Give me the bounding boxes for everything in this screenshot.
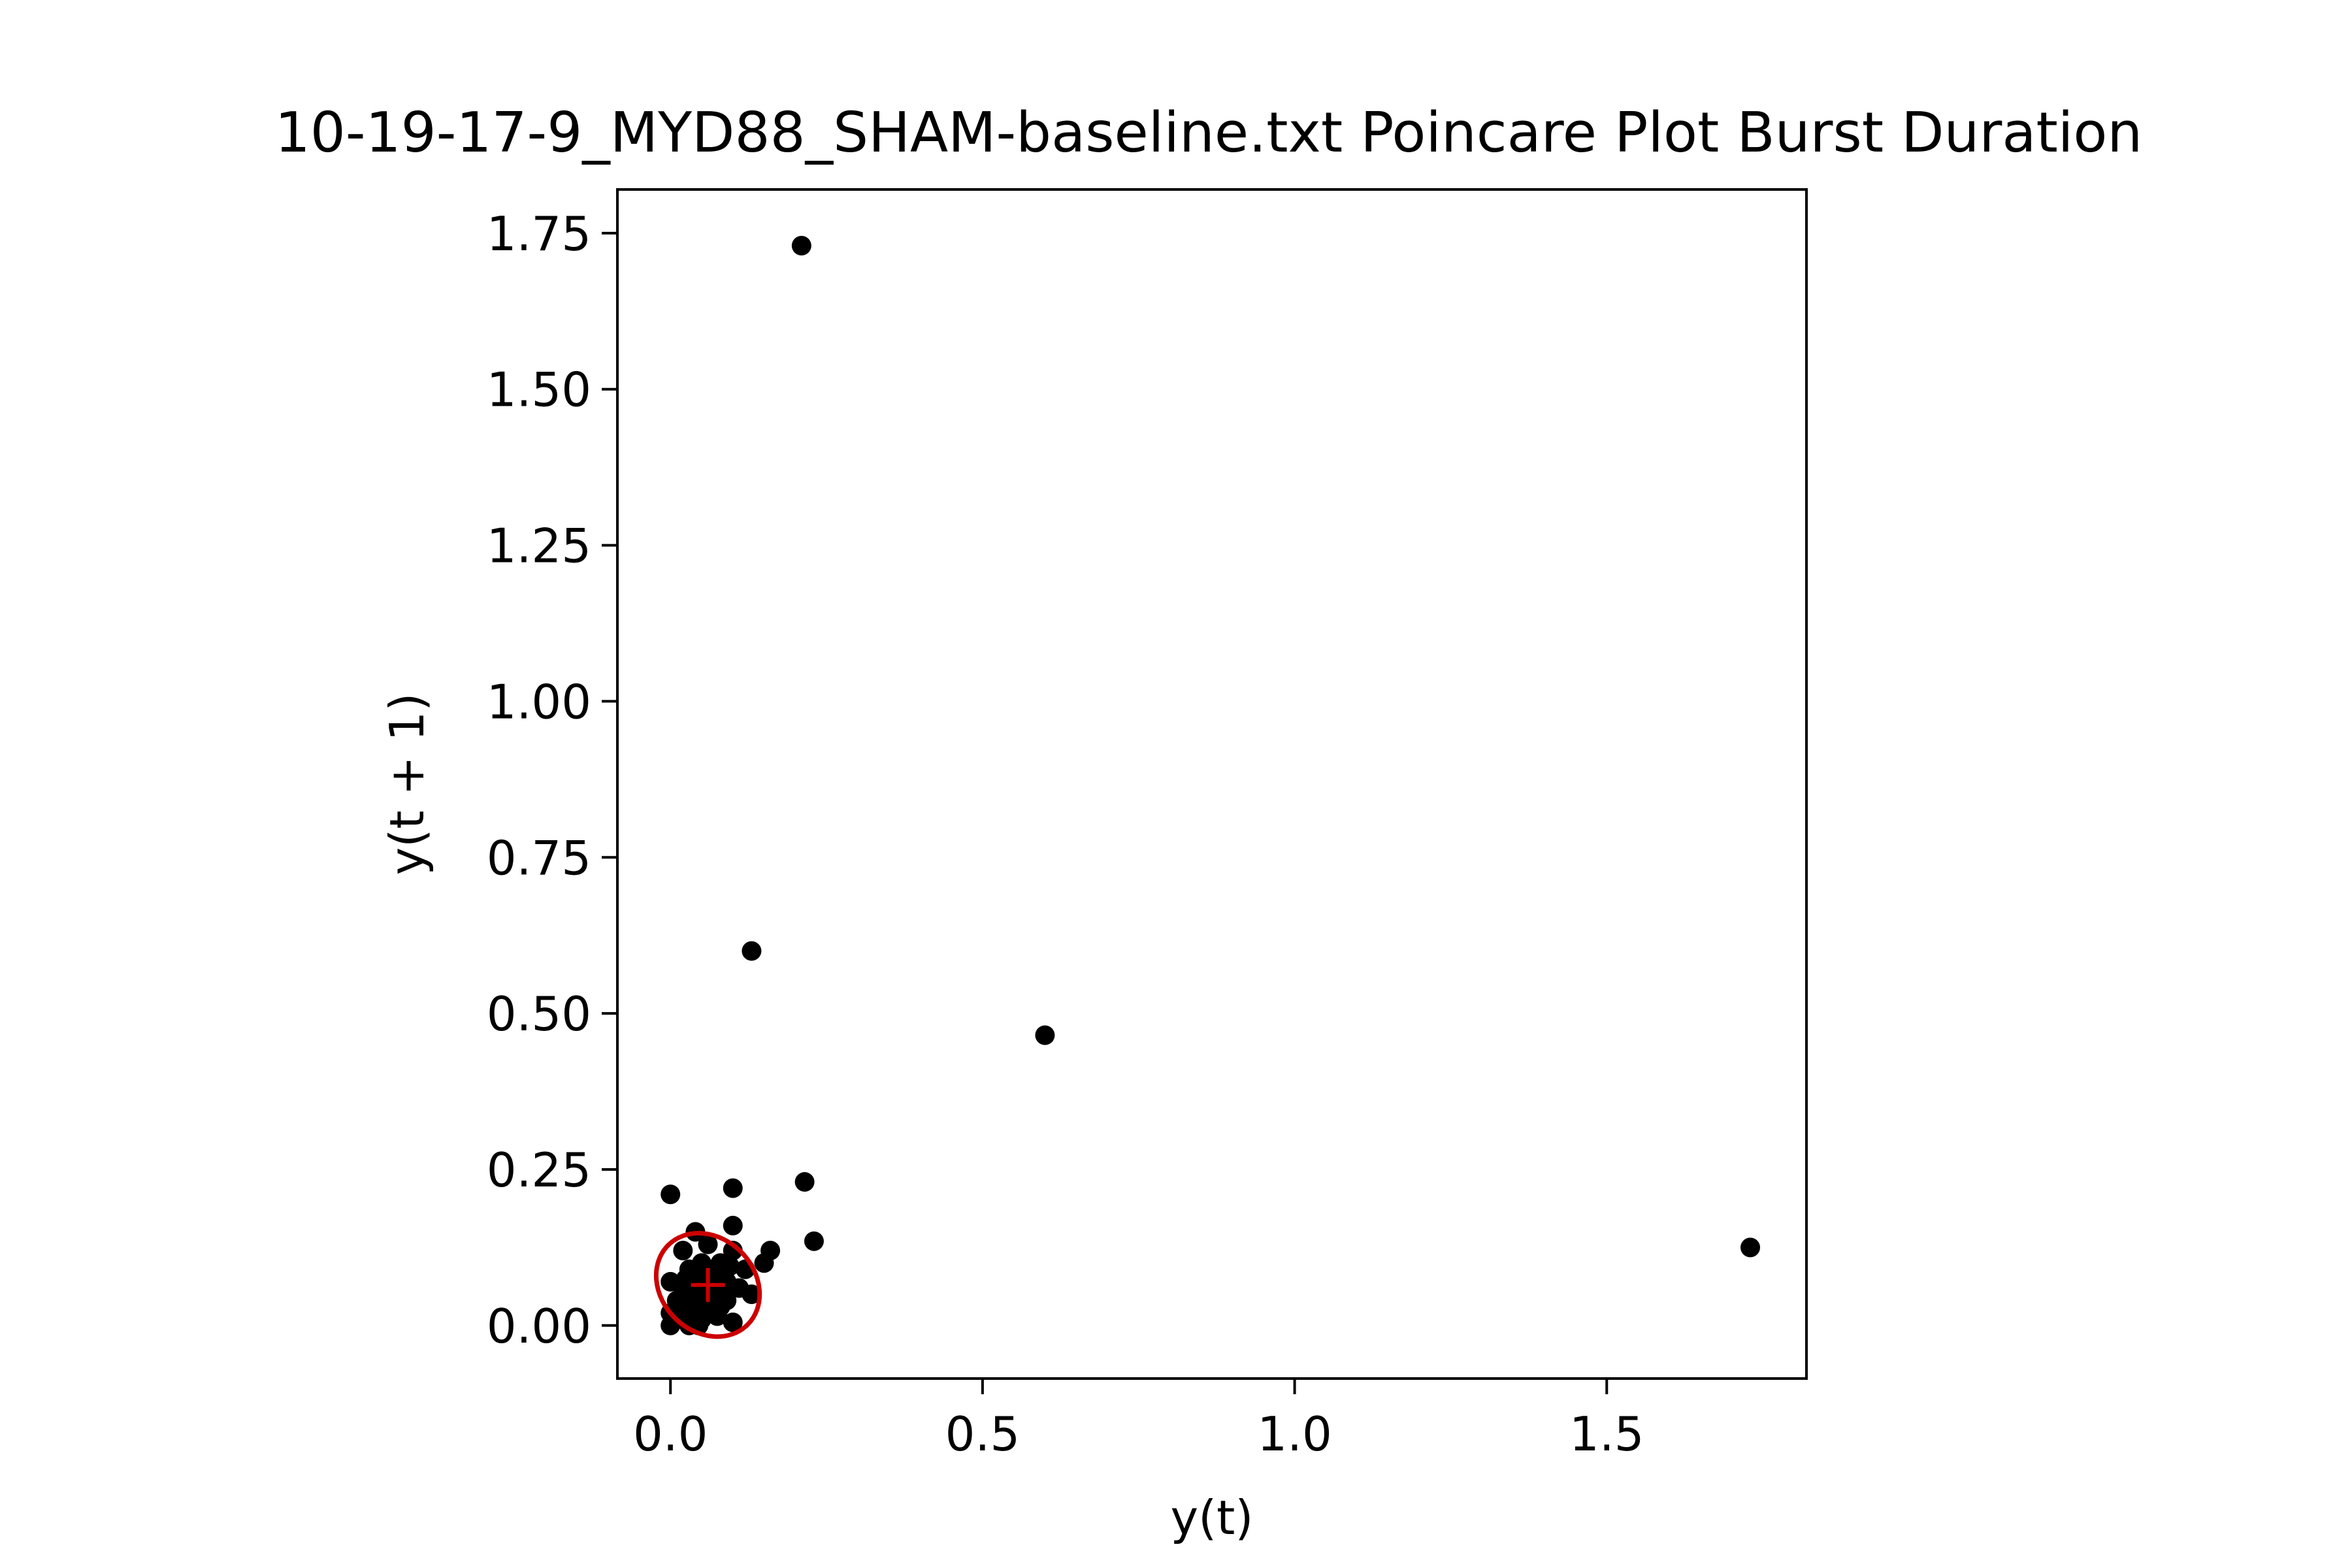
center-marker	[691, 1267, 725, 1302]
y-tick-label: 1.50	[487, 363, 591, 417]
x-axis-label: y(t)	[1170, 1490, 1253, 1545]
y-tick-label: 0.50	[487, 987, 591, 1041]
ellipse-overlay	[653, 1231, 762, 1339]
x-axis-ticks: 0.0 0.5 1.0 1.5	[633, 1379, 1644, 1462]
y-axis-ticks: 0.00 0.25 0.50 0.75 1.00 1.25 1.50 1.75	[487, 206, 617, 1354]
scatter-point	[723, 1313, 743, 1333]
scatter-point	[661, 1184, 681, 1205]
x-tick-label: 0.0	[633, 1407, 708, 1462]
y-tick-label: 0.00	[487, 1299, 591, 1354]
x-tick-label: 1.0	[1257, 1407, 1332, 1462]
y-tick-label: 0.25	[487, 1143, 591, 1198]
y-tick-label: 1.75	[487, 206, 591, 261]
scatter-point	[754, 1253, 774, 1273]
scatter-point	[742, 941, 762, 961]
scatter-points	[661, 235, 1761, 1335]
scatter-point	[707, 1306, 727, 1326]
scatter-point	[804, 1231, 824, 1251]
scatter-point	[698, 1234, 718, 1254]
sd-ellipse	[653, 1231, 762, 1339]
x-tick-label: 1.5	[1569, 1407, 1644, 1462]
scatter-point	[1035, 1025, 1055, 1045]
chart-title: 10-19-17-9_MYD88_SHAM-baseline.txt Poinc…	[275, 101, 2143, 165]
scatter-point	[729, 1278, 749, 1298]
scatter-point	[791, 235, 811, 255]
x-tick-label: 0.5	[945, 1407, 1021, 1462]
scatter-point	[723, 1241, 743, 1261]
y-tick-label: 1.00	[487, 674, 591, 729]
y-tick-label: 1.25	[487, 519, 591, 574]
scatter-point	[723, 1178, 743, 1198]
scatter-point	[1740, 1237, 1761, 1258]
plot-frame	[616, 188, 1808, 1380]
y-tick-label: 0.75	[487, 830, 591, 885]
scatter-point	[719, 1256, 740, 1277]
scatter-point	[723, 1215, 743, 1235]
y-axis-label: y(t + 1)	[380, 693, 434, 875]
scatter-point	[673, 1241, 693, 1261]
scatter-point	[794, 1172, 815, 1192]
